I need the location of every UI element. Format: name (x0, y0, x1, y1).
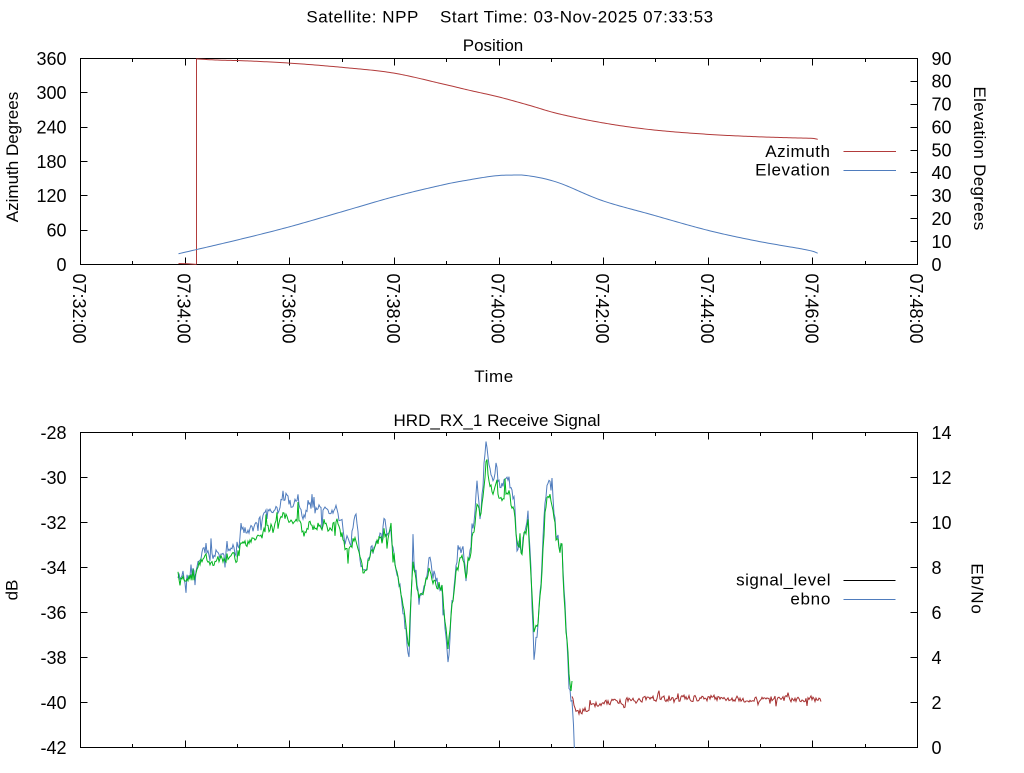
svg-text:4: 4 (932, 648, 942, 668)
svg-text:8: 8 (932, 558, 942, 578)
svg-text:0: 0 (932, 255, 942, 275)
svg-text:80: 80 (932, 72, 952, 92)
svg-text:07:48:00: 07:48:00 (906, 274, 926, 344)
svg-text:HRD_RX_1 Receive Signal: HRD_RX_1 Receive Signal (394, 411, 601, 430)
svg-text:Position: Position (463, 36, 523, 55)
svg-text:07:34:00: 07:34:00 (174, 274, 194, 344)
svg-text:ebno: ebno (790, 590, 831, 609)
svg-text:-30: -30 (40, 468, 66, 488)
svg-text:90: 90 (932, 49, 952, 69)
svg-text:6: 6 (932, 603, 942, 623)
svg-text:30: 30 (932, 186, 952, 206)
svg-text:180: 180 (36, 152, 66, 172)
svg-text:07:40:00: 07:40:00 (488, 274, 508, 344)
svg-text:-32: -32 (40, 513, 66, 533)
svg-text:Elevation: Elevation (755, 161, 830, 180)
svg-text:300: 300 (36, 83, 66, 103)
svg-text:240: 240 (36, 117, 66, 137)
svg-text:07:32:00: 07:32:00 (69, 274, 89, 344)
svg-text:signal_level: signal_level (736, 571, 831, 590)
svg-text:0: 0 (932, 738, 942, 758)
svg-text:Azimuth Degrees: Azimuth Degrees (3, 92, 22, 222)
svg-text:07:38:00: 07:38:00 (383, 274, 403, 344)
svg-text:20: 20 (932, 209, 952, 229)
svg-text:-36: -36 (40, 603, 66, 623)
svg-text:07:46:00: 07:46:00 (801, 274, 821, 344)
svg-text:0: 0 (56, 255, 66, 275)
svg-text:dB: dB (3, 580, 22, 601)
svg-text:-34: -34 (40, 558, 66, 578)
svg-text:60: 60 (46, 220, 66, 240)
svg-text:12: 12 (932, 468, 952, 488)
svg-text:120: 120 (36, 186, 66, 206)
svg-text:10: 10 (932, 232, 952, 252)
svg-text:Azimuth: Azimuth (765, 142, 830, 161)
svg-text:70: 70 (932, 95, 952, 115)
svg-text:10: 10 (932, 513, 952, 533)
svg-text:07:44:00: 07:44:00 (697, 274, 717, 344)
svg-text:07:42:00: 07:42:00 (592, 274, 612, 344)
svg-text:360: 360 (36, 49, 66, 69)
svg-text:2: 2 (932, 693, 942, 713)
svg-text:-40: -40 (40, 693, 66, 713)
svg-text:07:36:00: 07:36:00 (278, 274, 298, 344)
svg-text:Elevation Degrees: Elevation Degrees (970, 86, 989, 230)
svg-text:Eb/No: Eb/No (968, 563, 987, 614)
svg-text:Satellite: NPP Start Time:: Satellite: NPP Start Time: 03-Nov-2025 0… (306, 8, 713, 27)
svg-text:-28: -28 (40, 423, 66, 443)
svg-text:60: 60 (932, 117, 952, 137)
svg-text:-38: -38 (40, 648, 66, 668)
svg-text:14: 14 (932, 423, 952, 443)
svg-text:40: 40 (932, 163, 952, 183)
svg-text:-42: -42 (40, 738, 66, 758)
svg-text:50: 50 (932, 140, 952, 160)
svg-text:Time: Time (474, 367, 514, 386)
